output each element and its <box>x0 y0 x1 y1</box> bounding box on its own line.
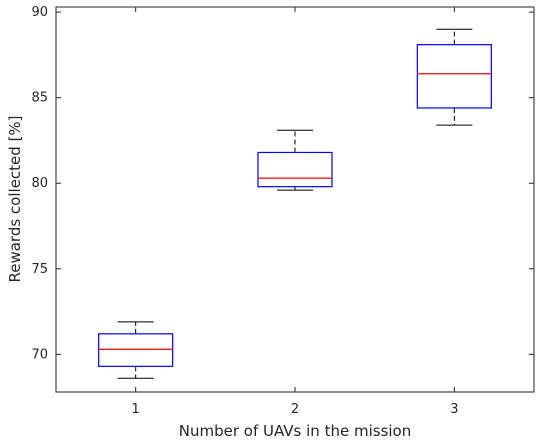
plot-area <box>55 6 535 393</box>
box-marks <box>98 28 492 379</box>
y-tick-label: 70 <box>31 347 48 362</box>
box-iqr <box>416 44 492 109</box>
x-tick-label: 3 <box>450 402 458 417</box>
y-tick-label: 75 <box>31 262 48 277</box>
box-iqr <box>98 333 174 367</box>
y-axis-title: Rewards collected [%] <box>6 115 24 282</box>
box-iqr <box>257 151 333 188</box>
y-tick-label: 85 <box>31 91 48 106</box>
x-tick-label: 2 <box>291 402 299 417</box>
y-tick-label: 80 <box>31 176 48 191</box>
axis-ticks: 70 75 80 85 90 1 2 3 <box>31 5 534 417</box>
x-axis-title: Number of UAVs in the mission <box>179 422 411 440</box>
x-tick-label: 1 <box>132 402 140 417</box>
y-tick-label: 90 <box>31 5 48 20</box>
